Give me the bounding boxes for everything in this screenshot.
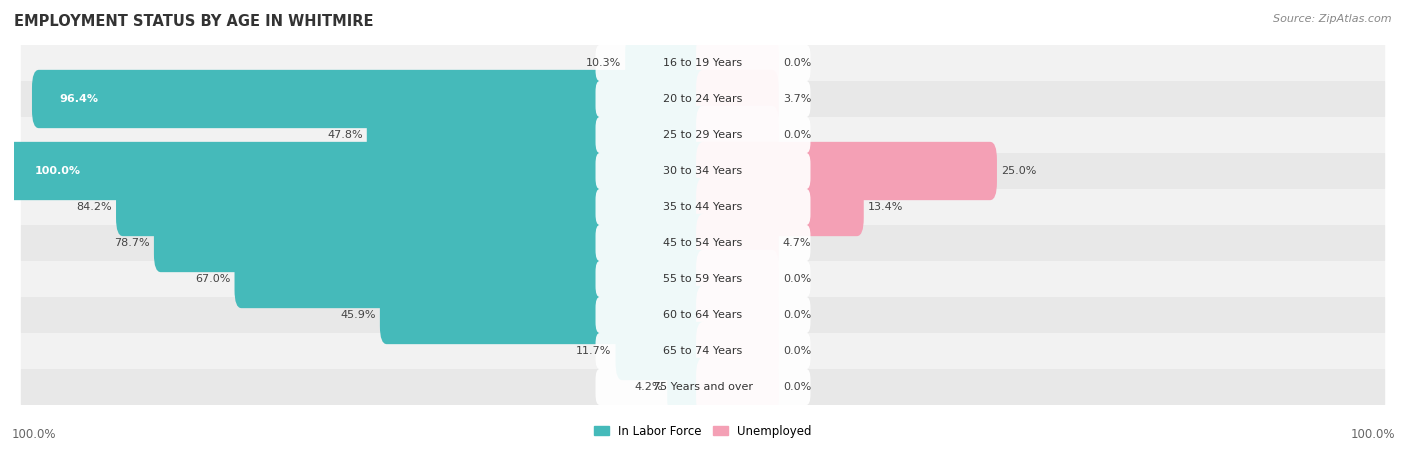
Text: 13.4%: 13.4% [868, 202, 903, 212]
Text: EMPLOYMENT STATUS BY AGE IN WHITMIRE: EMPLOYMENT STATUS BY AGE IN WHITMIRE [14, 14, 374, 28]
Text: 100.0%: 100.0% [11, 428, 56, 441]
FancyBboxPatch shape [696, 142, 997, 200]
Text: 11.7%: 11.7% [576, 346, 612, 356]
Text: 45 to 54 Years: 45 to 54 Years [664, 238, 742, 248]
FancyBboxPatch shape [596, 261, 810, 297]
FancyBboxPatch shape [21, 45, 1385, 81]
FancyBboxPatch shape [21, 297, 1385, 333]
Text: 100.0%: 100.0% [35, 166, 80, 176]
FancyBboxPatch shape [696, 214, 779, 272]
FancyBboxPatch shape [696, 358, 779, 416]
Text: 78.7%: 78.7% [114, 238, 150, 248]
Text: 25 to 29 Years: 25 to 29 Years [664, 130, 742, 140]
FancyBboxPatch shape [32, 70, 710, 128]
Legend: In Labor Force, Unemployed: In Labor Force, Unemployed [589, 420, 817, 442]
FancyBboxPatch shape [21, 333, 1385, 369]
FancyBboxPatch shape [696, 178, 863, 236]
Text: 0.0%: 0.0% [783, 382, 811, 392]
FancyBboxPatch shape [21, 369, 1385, 405]
Text: 55 to 59 Years: 55 to 59 Years [664, 274, 742, 284]
Text: 35 to 44 Years: 35 to 44 Years [664, 202, 742, 212]
FancyBboxPatch shape [596, 333, 810, 369]
FancyBboxPatch shape [235, 250, 710, 308]
FancyBboxPatch shape [596, 117, 810, 153]
FancyBboxPatch shape [596, 153, 810, 189]
Text: 96.4%: 96.4% [59, 94, 98, 104]
Text: 67.0%: 67.0% [195, 274, 231, 284]
Text: 30 to 34 Years: 30 to 34 Years [664, 166, 742, 176]
Text: 84.2%: 84.2% [76, 202, 112, 212]
Text: 45.9%: 45.9% [340, 310, 375, 320]
FancyBboxPatch shape [153, 214, 710, 272]
FancyBboxPatch shape [21, 81, 1385, 117]
Text: 4.7%: 4.7% [783, 238, 811, 248]
Text: 100.0%: 100.0% [1350, 428, 1395, 441]
FancyBboxPatch shape [696, 322, 779, 380]
FancyBboxPatch shape [7, 142, 710, 200]
FancyBboxPatch shape [616, 322, 710, 380]
FancyBboxPatch shape [696, 286, 779, 344]
FancyBboxPatch shape [596, 297, 810, 333]
FancyBboxPatch shape [696, 106, 779, 164]
Text: 10.3%: 10.3% [586, 58, 621, 68]
Text: 4.2%: 4.2% [634, 382, 664, 392]
FancyBboxPatch shape [596, 81, 810, 117]
Text: 0.0%: 0.0% [783, 310, 811, 320]
FancyBboxPatch shape [596, 369, 810, 405]
FancyBboxPatch shape [696, 250, 779, 308]
Text: 16 to 19 Years: 16 to 19 Years [664, 58, 742, 68]
Text: 75 Years and over: 75 Years and over [652, 382, 754, 392]
FancyBboxPatch shape [367, 106, 710, 164]
Text: 65 to 74 Years: 65 to 74 Years [664, 346, 742, 356]
FancyBboxPatch shape [696, 70, 779, 128]
FancyBboxPatch shape [696, 34, 779, 92]
FancyBboxPatch shape [596, 189, 810, 225]
FancyBboxPatch shape [596, 225, 810, 261]
FancyBboxPatch shape [380, 286, 710, 344]
Text: 0.0%: 0.0% [783, 58, 811, 68]
Text: 3.7%: 3.7% [783, 94, 811, 104]
Text: 60 to 64 Years: 60 to 64 Years [664, 310, 742, 320]
FancyBboxPatch shape [117, 178, 710, 236]
FancyBboxPatch shape [21, 261, 1385, 297]
Text: 25.0%: 25.0% [1001, 166, 1036, 176]
FancyBboxPatch shape [21, 117, 1385, 153]
FancyBboxPatch shape [21, 189, 1385, 225]
Text: 0.0%: 0.0% [783, 130, 811, 140]
FancyBboxPatch shape [668, 358, 710, 416]
Text: 0.0%: 0.0% [783, 346, 811, 356]
FancyBboxPatch shape [626, 34, 710, 92]
Text: 0.0%: 0.0% [783, 274, 811, 284]
Text: 20 to 24 Years: 20 to 24 Years [664, 94, 742, 104]
FancyBboxPatch shape [21, 225, 1385, 261]
Text: 47.8%: 47.8% [328, 130, 363, 140]
FancyBboxPatch shape [21, 153, 1385, 189]
Text: Source: ZipAtlas.com: Source: ZipAtlas.com [1274, 14, 1392, 23]
FancyBboxPatch shape [596, 45, 810, 81]
